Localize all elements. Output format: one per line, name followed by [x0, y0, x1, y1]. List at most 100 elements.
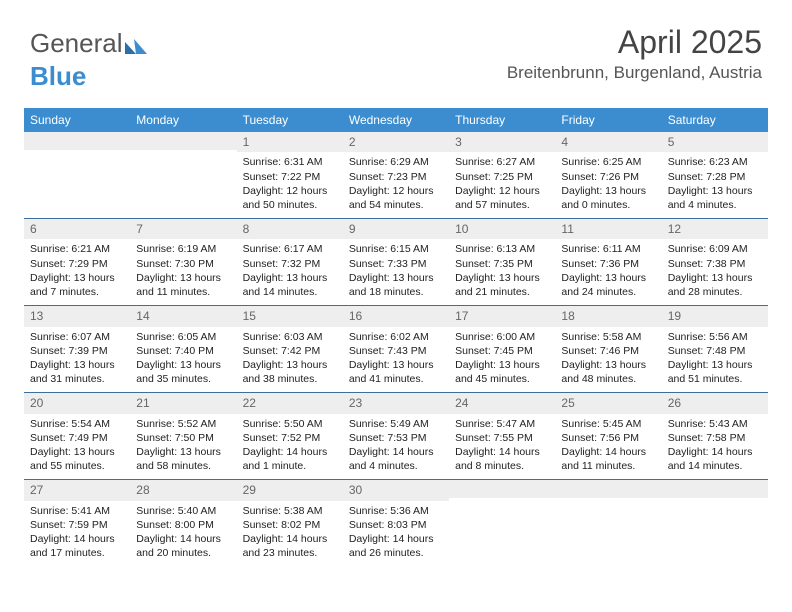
sunset-text: Sunset: 7:40 PM [136, 344, 230, 358]
day-cell: 15Sunrise: 6:03 AMSunset: 7:42 PMDayligh… [237, 306, 343, 392]
day-content: Sunrise: 5:58 AMSunset: 7:46 PMDaylight:… [555, 327, 661, 393]
sunset-text: Sunset: 7:38 PM [668, 257, 762, 271]
day-cell [24, 132, 130, 218]
sunrise-text: Sunrise: 6:21 AM [30, 242, 124, 256]
sunset-text: Sunset: 7:39 PM [30, 344, 124, 358]
day-number: 22 [237, 393, 343, 413]
day-content: Sunrise: 6:29 AMSunset: 7:23 PMDaylight:… [343, 152, 449, 218]
sunset-text: Sunset: 7:28 PM [668, 170, 762, 184]
day-number: 30 [343, 480, 449, 500]
day-cell: 21Sunrise: 5:52 AMSunset: 7:50 PMDayligh… [130, 393, 236, 479]
daylight-text: Daylight: 14 hours and 20 minutes. [136, 532, 230, 560]
sunrise-text: Sunrise: 6:03 AM [243, 330, 337, 344]
day-number: 2 [343, 132, 449, 152]
month-title: April 2025 [507, 24, 762, 61]
day-number: 27 [24, 480, 130, 500]
day-number [130, 132, 236, 150]
sunrise-text: Sunrise: 5:40 AM [136, 504, 230, 518]
day-number: 13 [24, 306, 130, 326]
day-cell: 29Sunrise: 5:38 AMSunset: 8:02 PMDayligh… [237, 480, 343, 566]
day-content: Sunrise: 6:23 AMSunset: 7:28 PMDaylight:… [662, 152, 768, 218]
header-right: April 2025 Breitenbrunn, Burgenland, Aus… [507, 24, 762, 83]
sunrise-text: Sunrise: 6:19 AM [136, 242, 230, 256]
day-number: 4 [555, 132, 661, 152]
calendar-body: 1Sunrise: 6:31 AMSunset: 7:22 PMDaylight… [24, 132, 768, 566]
day-content: Sunrise: 5:38 AMSunset: 8:02 PMDaylight:… [237, 501, 343, 567]
sunset-text: Sunset: 7:50 PM [136, 431, 230, 445]
sunrise-text: Sunrise: 5:49 AM [349, 417, 443, 431]
day-number: 15 [237, 306, 343, 326]
sunrise-text: Sunrise: 5:38 AM [243, 504, 337, 518]
daylight-text: Daylight: 13 hours and 28 minutes. [668, 271, 762, 299]
day-cell: 11Sunrise: 6:11 AMSunset: 7:36 PMDayligh… [555, 219, 661, 305]
day-cell: 9Sunrise: 6:15 AMSunset: 7:33 PMDaylight… [343, 219, 449, 305]
day-cell [130, 132, 236, 218]
day-number: 16 [343, 306, 449, 326]
sunset-text: Sunset: 7:55 PM [455, 431, 549, 445]
sunset-text: Sunset: 7:35 PM [455, 257, 549, 271]
daylight-text: Daylight: 14 hours and 26 minutes. [349, 532, 443, 560]
sunrise-text: Sunrise: 5:52 AM [136, 417, 230, 431]
daylight-text: Daylight: 12 hours and 54 minutes. [349, 184, 443, 212]
brand-logo: General Blue [30, 28, 147, 92]
day-cell: 12Sunrise: 6:09 AMSunset: 7:38 PMDayligh… [662, 219, 768, 305]
daylight-text: Daylight: 13 hours and 11 minutes. [136, 271, 230, 299]
sunset-text: Sunset: 7:26 PM [561, 170, 655, 184]
sunset-text: Sunset: 7:46 PM [561, 344, 655, 358]
day-cell: 8Sunrise: 6:17 AMSunset: 7:32 PMDaylight… [237, 219, 343, 305]
day-number: 6 [24, 219, 130, 239]
day-number: 29 [237, 480, 343, 500]
daylight-text: Daylight: 13 hours and 35 minutes. [136, 358, 230, 386]
day-number: 21 [130, 393, 236, 413]
sunset-text: Sunset: 7:25 PM [455, 170, 549, 184]
daylight-text: Daylight: 13 hours and 51 minutes. [668, 358, 762, 386]
day-cell: 26Sunrise: 5:43 AMSunset: 7:58 PMDayligh… [662, 393, 768, 479]
day-content: Sunrise: 6:31 AMSunset: 7:22 PMDaylight:… [237, 152, 343, 218]
day-number [662, 480, 768, 498]
sunrise-text: Sunrise: 6:02 AM [349, 330, 443, 344]
daylight-text: Daylight: 14 hours and 11 minutes. [561, 445, 655, 473]
weekday-friday: Friday [555, 108, 661, 132]
sunset-text: Sunset: 8:02 PM [243, 518, 337, 532]
day-cell [555, 480, 661, 566]
sunrise-text: Sunrise: 5:58 AM [561, 330, 655, 344]
daylight-text: Daylight: 14 hours and 17 minutes. [30, 532, 124, 560]
day-cell [662, 480, 768, 566]
daylight-text: Daylight: 13 hours and 55 minutes. [30, 445, 124, 473]
day-number: 5 [662, 132, 768, 152]
day-content: Sunrise: 5:47 AMSunset: 7:55 PMDaylight:… [449, 414, 555, 480]
sunset-text: Sunset: 7:58 PM [668, 431, 762, 445]
day-cell: 24Sunrise: 5:47 AMSunset: 7:55 PMDayligh… [449, 393, 555, 479]
daylight-text: Daylight: 14 hours and 4 minutes. [349, 445, 443, 473]
daylight-text: Daylight: 13 hours and 4 minutes. [668, 184, 762, 212]
day-cell: 10Sunrise: 6:13 AMSunset: 7:35 PMDayligh… [449, 219, 555, 305]
weekday-tuesday: Tuesday [237, 108, 343, 132]
sunrise-text: Sunrise: 5:54 AM [30, 417, 124, 431]
daylight-text: Daylight: 13 hours and 48 minutes. [561, 358, 655, 386]
daylight-text: Daylight: 13 hours and 45 minutes. [455, 358, 549, 386]
sunrise-text: Sunrise: 6:23 AM [668, 155, 762, 169]
day-content: Sunrise: 6:13 AMSunset: 7:35 PMDaylight:… [449, 239, 555, 305]
sunset-text: Sunset: 7:56 PM [561, 431, 655, 445]
day-content: Sunrise: 6:27 AMSunset: 7:25 PMDaylight:… [449, 152, 555, 218]
day-cell: 28Sunrise: 5:40 AMSunset: 8:00 PMDayligh… [130, 480, 236, 566]
day-content: Sunrise: 5:45 AMSunset: 7:56 PMDaylight:… [555, 414, 661, 480]
day-content: Sunrise: 5:52 AMSunset: 7:50 PMDaylight:… [130, 414, 236, 480]
day-cell: 20Sunrise: 5:54 AMSunset: 7:49 PMDayligh… [24, 393, 130, 479]
day-cell: 5Sunrise: 6:23 AMSunset: 7:28 PMDaylight… [662, 132, 768, 218]
day-content: Sunrise: 5:41 AMSunset: 7:59 PMDaylight:… [24, 501, 130, 567]
day-number [555, 480, 661, 498]
day-cell: 2Sunrise: 6:29 AMSunset: 7:23 PMDaylight… [343, 132, 449, 218]
brand-part1: General [30, 28, 123, 58]
day-number: 17 [449, 306, 555, 326]
sunset-text: Sunset: 7:32 PM [243, 257, 337, 271]
day-number: 26 [662, 393, 768, 413]
sunset-text: Sunset: 7:29 PM [30, 257, 124, 271]
day-number: 20 [24, 393, 130, 413]
sunrise-text: Sunrise: 5:36 AM [349, 504, 443, 518]
calendar: SundayMondayTuesdayWednesdayThursdayFrid… [24, 108, 768, 566]
sunrise-text: Sunrise: 6:13 AM [455, 242, 549, 256]
week-row: 6 Sunrise: 6:21 AMSunset: 7:29 PM Daylight… [24, 218, 768, 305]
day-content: Sunrise: 6:07 AMSunset: 7:39 PMDaylight:… [24, 327, 130, 393]
day-cell: 17Sunrise: 6:00 AMSunset: 7:45 PMDayligh… [449, 306, 555, 392]
